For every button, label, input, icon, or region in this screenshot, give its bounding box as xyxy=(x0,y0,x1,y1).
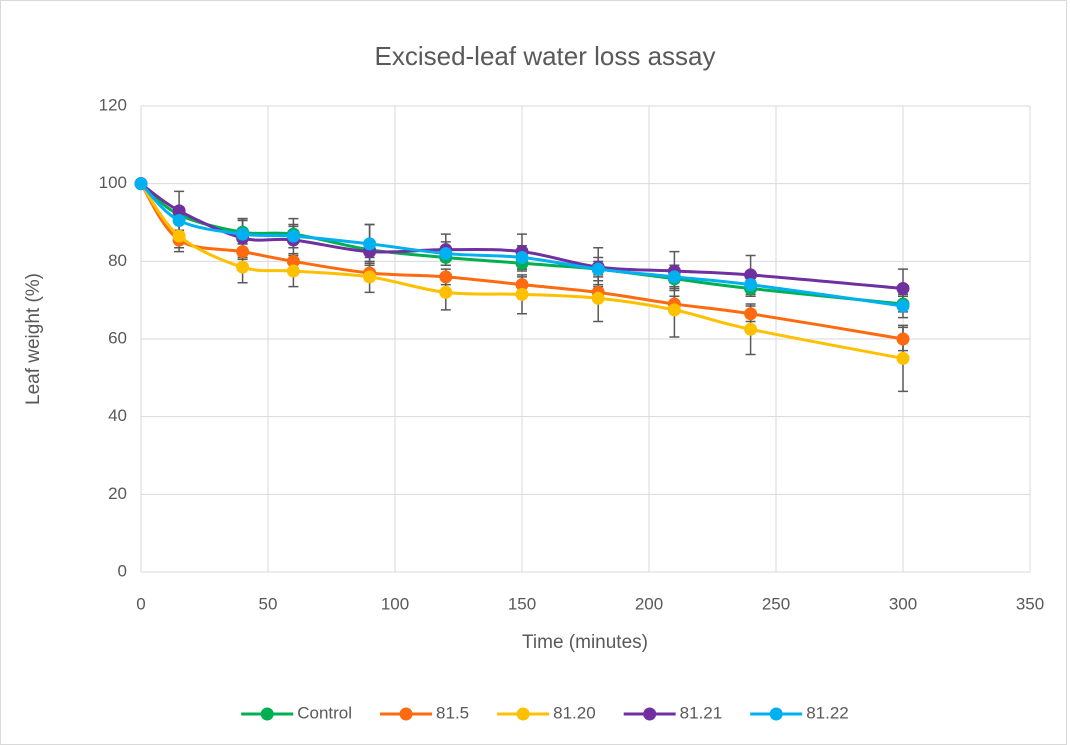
marker xyxy=(286,254,300,268)
x-tick-label: 350 xyxy=(1016,594,1044,613)
marker xyxy=(439,285,453,299)
marker xyxy=(286,229,300,243)
x-tick-label: 200 xyxy=(635,594,663,613)
marker xyxy=(744,268,758,282)
y-tick-label: 80 xyxy=(108,251,127,270)
marker xyxy=(667,303,681,317)
marker xyxy=(515,287,529,301)
marker xyxy=(439,270,453,284)
marker xyxy=(134,177,148,191)
x-tick-label: 0 xyxy=(136,594,145,613)
marker xyxy=(363,237,377,251)
marker xyxy=(744,322,758,336)
legend-label: 81.22 xyxy=(806,703,849,722)
marker xyxy=(286,264,300,278)
marker xyxy=(172,214,186,228)
legend-marker xyxy=(643,707,657,721)
x-tick-label: 250 xyxy=(762,594,790,613)
legend-label: Control xyxy=(297,703,352,722)
marker xyxy=(515,278,529,292)
marker xyxy=(236,227,250,241)
y-axis-label: Leaf weight (%) xyxy=(23,273,44,405)
series-line xyxy=(139,182,904,360)
y-tick-label: 100 xyxy=(99,173,127,192)
legend-label: 81.20 xyxy=(553,703,596,722)
y-tick-label: 120 xyxy=(99,95,127,114)
series-line xyxy=(139,182,904,341)
marker xyxy=(896,282,910,296)
y-tick-label: 0 xyxy=(118,561,127,580)
marker xyxy=(236,245,250,259)
marker xyxy=(515,250,529,264)
x-axis-label: Time (minutes) xyxy=(522,632,648,653)
legend-label: 81.5 xyxy=(436,703,469,722)
marker xyxy=(744,307,758,321)
legend-marker xyxy=(516,707,530,721)
marker xyxy=(667,270,681,284)
marker xyxy=(363,270,377,284)
series-line xyxy=(140,182,904,291)
marker xyxy=(896,299,910,313)
x-tick-label: 50 xyxy=(259,594,278,613)
y-tick-label: 40 xyxy=(108,406,127,425)
chart-title: Excised-leaf water loss assay xyxy=(374,41,715,71)
marker xyxy=(591,291,605,305)
marker xyxy=(236,260,250,274)
legend-marker xyxy=(769,707,783,721)
x-tick-label: 300 xyxy=(889,594,917,613)
marker xyxy=(896,351,910,365)
legend-marker xyxy=(260,707,274,721)
marker xyxy=(591,262,605,276)
y-tick-label: 60 xyxy=(108,328,127,347)
x-tick-label: 100 xyxy=(381,594,409,613)
marker xyxy=(439,247,453,261)
y-tick-label: 20 xyxy=(108,484,127,503)
series-line xyxy=(139,182,904,308)
series-line xyxy=(140,182,904,306)
marker xyxy=(172,229,186,243)
x-tick-label: 150 xyxy=(508,594,536,613)
legend-marker xyxy=(399,707,413,721)
marker xyxy=(172,204,186,218)
legend-label: 81.21 xyxy=(680,703,723,722)
marker xyxy=(896,332,910,346)
marker xyxy=(744,278,758,292)
